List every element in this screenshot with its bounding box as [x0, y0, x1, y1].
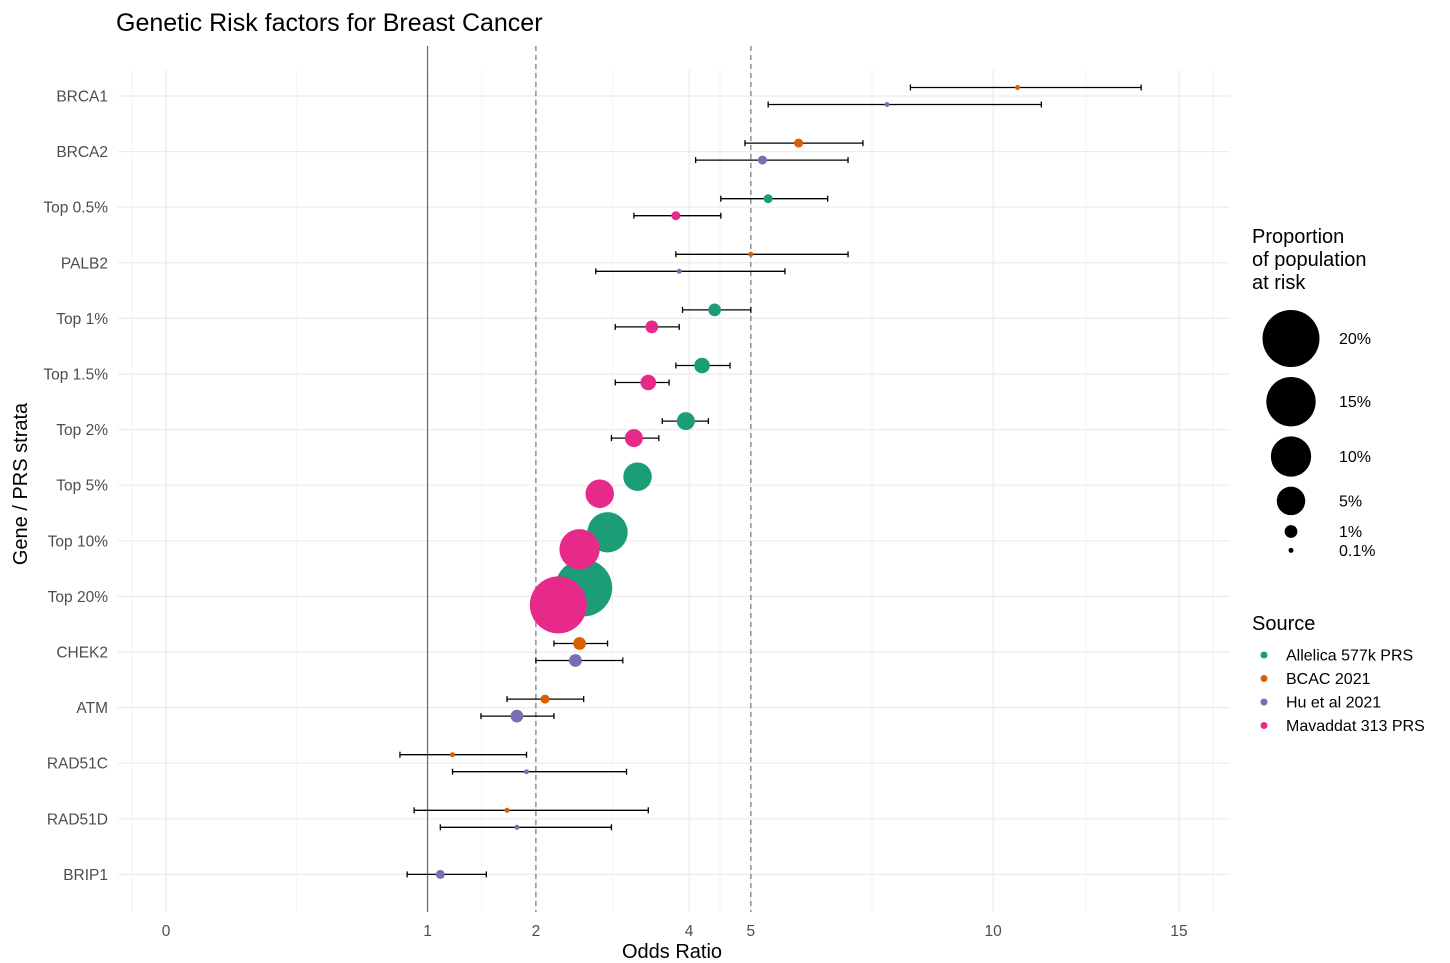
y-tick-label: Top 1% — [56, 311, 108, 328]
reference-lines — [426, 46, 752, 912]
data-point — [763, 194, 773, 204]
data-point — [676, 268, 682, 274]
x-tick-label: 0 — [162, 923, 171, 940]
data-point — [624, 429, 643, 448]
size-legend-key — [1262, 310, 1320, 367]
color-legend-key — [1260, 722, 1268, 729]
data-point — [585, 479, 614, 508]
data-point — [435, 869, 445, 879]
size-legend-label: 5% — [1339, 493, 1362, 510]
y-tick-label: Top 10% — [48, 533, 109, 550]
y-tick-labels: BRCA1 BRCA2 Top 0.5% PALB2 Top 1% Top 1.5% Top… — [43, 89, 108, 884]
y-tick-label: BRCA1 — [56, 89, 108, 106]
size-legend-key — [1288, 547, 1294, 553]
size-legend-key — [1284, 525, 1298, 538]
data-point — [524, 769, 530, 775]
data-point — [676, 412, 695, 431]
y-tick-label: Top 0.5% — [43, 200, 108, 217]
x-tick-label: 10 — [984, 923, 1002, 940]
data-point — [884, 102, 890, 107]
error-bars — [399, 84, 1142, 878]
y-tick-label: PALB2 — [61, 255, 108, 272]
grid-minor — [131, 70, 1214, 912]
size-legend-label: 10% — [1339, 449, 1371, 466]
y-tick-label: RAD51D — [47, 811, 108, 828]
x-axis-title: Odds Ratio — [622, 941, 722, 963]
y-tick-label: Top 5% — [56, 478, 108, 495]
y-tick-label: CHEK2 — [56, 645, 108, 662]
data-point — [694, 357, 710, 374]
data-point — [510, 709, 524, 723]
size-legend-label: 0.1% — [1339, 543, 1375, 560]
size-legend-label: 20% — [1339, 331, 1371, 348]
color-legend: Source Allelica 577k PRS BCAC 2021 Hu et a… — [1252, 613, 1425, 735]
x-tick-label: 5 — [747, 923, 756, 940]
data-point — [529, 576, 587, 634]
size-legend-label: 1% — [1339, 524, 1362, 541]
y-tick-label: BRCA2 — [56, 144, 108, 161]
y-tick-label: BRIP1 — [63, 867, 108, 884]
color-legend-key — [1260, 675, 1268, 682]
x-tick-label: 15 — [1170, 923, 1187, 940]
data-point — [1015, 85, 1021, 90]
data-point — [640, 374, 657, 391]
color-legend-label: Allelica 577k PRS — [1286, 648, 1413, 665]
data-point — [573, 637, 586, 650]
data-point — [794, 138, 804, 148]
y-tick-label: ATM — [76, 700, 108, 717]
data-point — [540, 694, 550, 704]
y-tick-label: RAD51C — [47, 756, 108, 773]
data-point — [514, 824, 520, 830]
y-tick-label: Top 20% — [48, 589, 109, 606]
data-point — [559, 529, 600, 570]
x-tick-labels: 0 1 2 4 5 10 15 — [162, 923, 1188, 940]
size-legend: Proportion of population at risk 20% 15% 10%… — [1252, 226, 1375, 560]
color-legend-label: Mavaddat 313 PRS — [1286, 718, 1425, 735]
data-point — [450, 752, 456, 758]
data-point — [623, 462, 652, 491]
color-legend-key — [1260, 698, 1268, 706]
y-axis-title: Gene / PRS strata — [10, 402, 32, 565]
color-legend-label: BCAC 2021 — [1286, 671, 1371, 688]
color-legend-key — [1260, 651, 1268, 659]
grid-major — [118, 70, 1230, 912]
size-legend-title: Proportion of population at risk — [1252, 226, 1367, 294]
size-legend-key — [1270, 436, 1312, 477]
x-tick-label: 1 — [423, 923, 432, 940]
chart-title: Genetic Risk factors for Breast Cancer — [116, 9, 543, 37]
size-legend-key — [1266, 377, 1316, 427]
data-point — [671, 211, 681, 221]
x-tick-label: 4 — [685, 923, 694, 940]
size-legend-key — [1276, 486, 1306, 516]
color-legend-label: Hu et al 2021 — [1286, 695, 1381, 712]
size-legend-label: 15% — [1339, 394, 1371, 411]
data-point — [757, 155, 767, 165]
data-point — [569, 654, 582, 667]
y-tick-label: Top 1.5% — [43, 367, 108, 384]
color-legend-title: Source — [1252, 613, 1315, 635]
data-points — [435, 85, 1021, 879]
data-point — [748, 251, 754, 257]
data-point — [645, 320, 659, 334]
x-tick-label: 2 — [532, 923, 541, 940]
data-point — [504, 807, 510, 813]
data-point — [708, 303, 722, 317]
y-tick-label: Top 2% — [56, 422, 108, 439]
